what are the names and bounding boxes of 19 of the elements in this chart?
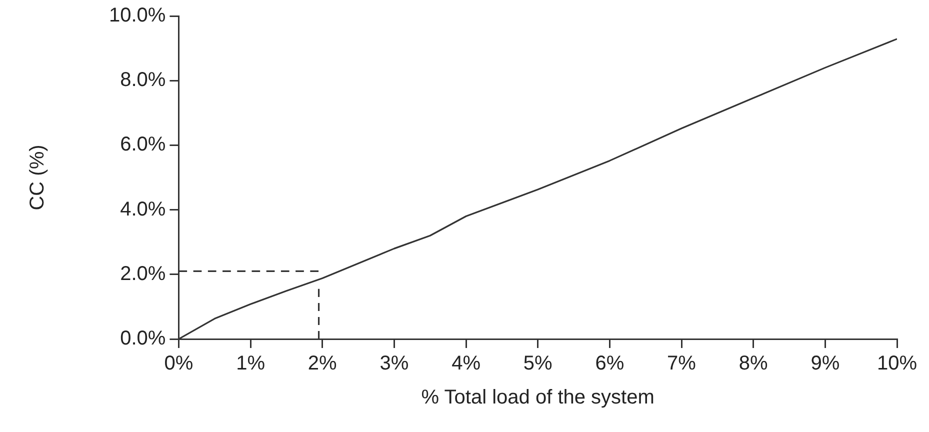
y-tick-label: 2.0% [120,262,166,285]
x-tick-label: 5% [523,352,553,375]
y-axis-title: CC (%) [26,144,49,210]
y-tick-label: 0.0% [120,328,166,350]
x-tick-label: 8% [738,352,768,375]
x-axis-title: % Total load of the system [421,386,654,409]
x-tick-label: 3% [380,352,409,375]
x-tick-label: 6% [595,352,624,375]
x-tick-label: 4% [452,352,481,375]
x-tick-label: 2% [308,352,338,375]
x-tick-label: 1% [236,352,266,375]
y-tick-label: 4.0% [120,198,166,220]
y-tick-label: 8.0% [120,69,166,92]
x-tick-label: 10% [876,352,918,375]
y-tick-label: 6.0% [120,134,166,156]
x-tick-label: 0% [164,352,194,375]
y-tick-label: 10.0% [108,4,166,27]
x-tick-label: 9% [810,352,840,375]
x-tick-label: 7% [667,352,696,375]
